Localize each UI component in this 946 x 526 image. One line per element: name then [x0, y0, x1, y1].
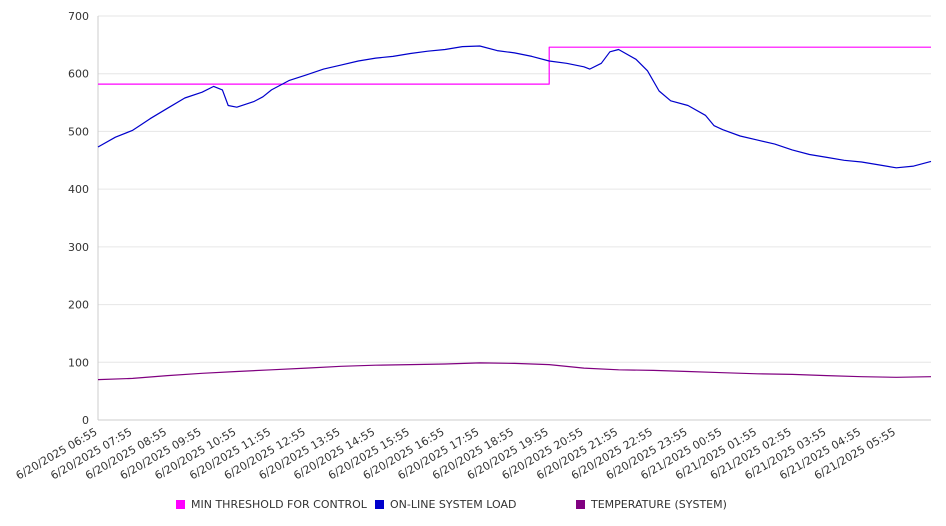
x-axis-ticks: 6/20/2025 06:556/20/2025 07:556/20/2025 … [14, 425, 898, 482]
legend: MIN THRESHOLD FOR CONTROL ON-LINE SYSTEM… [0, 498, 946, 514]
legend-swatch-temperature [576, 500, 585, 509]
y-axis-ticks: 0 100 200 300 400 500 600 700 [68, 10, 89, 427]
legend-label-min-threshold: MIN THRESHOLD FOR CONTROL [191, 498, 367, 511]
legend-label-temperature: TEMPERATURE (SYSTEM) [591, 498, 727, 511]
y-tick-label: 0 [82, 414, 89, 427]
legend-swatch-system-load [375, 500, 384, 509]
y-tick-label: 700 [68, 10, 89, 23]
legend-item-min-threshold[interactable]: MIN THRESHOLD FOR CONTROL [176, 498, 367, 511]
legend-item-system-load[interactable]: ON-LINE SYSTEM LOAD [375, 498, 516, 511]
legend-swatch-min-threshold [176, 500, 185, 509]
y-tick-label: 500 [68, 125, 89, 138]
y-tick-label: 400 [68, 183, 89, 196]
y-tick-label: 300 [68, 241, 89, 254]
legend-label-system-load: ON-LINE SYSTEM LOAD [390, 498, 517, 511]
y-tick-label: 100 [68, 356, 89, 369]
series-line-temperature [97, 362, 932, 381]
series-line-min-threshold [98, 46, 931, 85]
series-lines [97, 45, 932, 381]
legend-item-temperature[interactable]: TEMPERATURE (SYSTEM) [576, 498, 727, 511]
grid-lines [98, 15, 931, 363]
series-line-system-load [97, 45, 932, 169]
y-tick-label: 200 [68, 299, 89, 312]
y-tick-label: 600 [68, 68, 89, 81]
